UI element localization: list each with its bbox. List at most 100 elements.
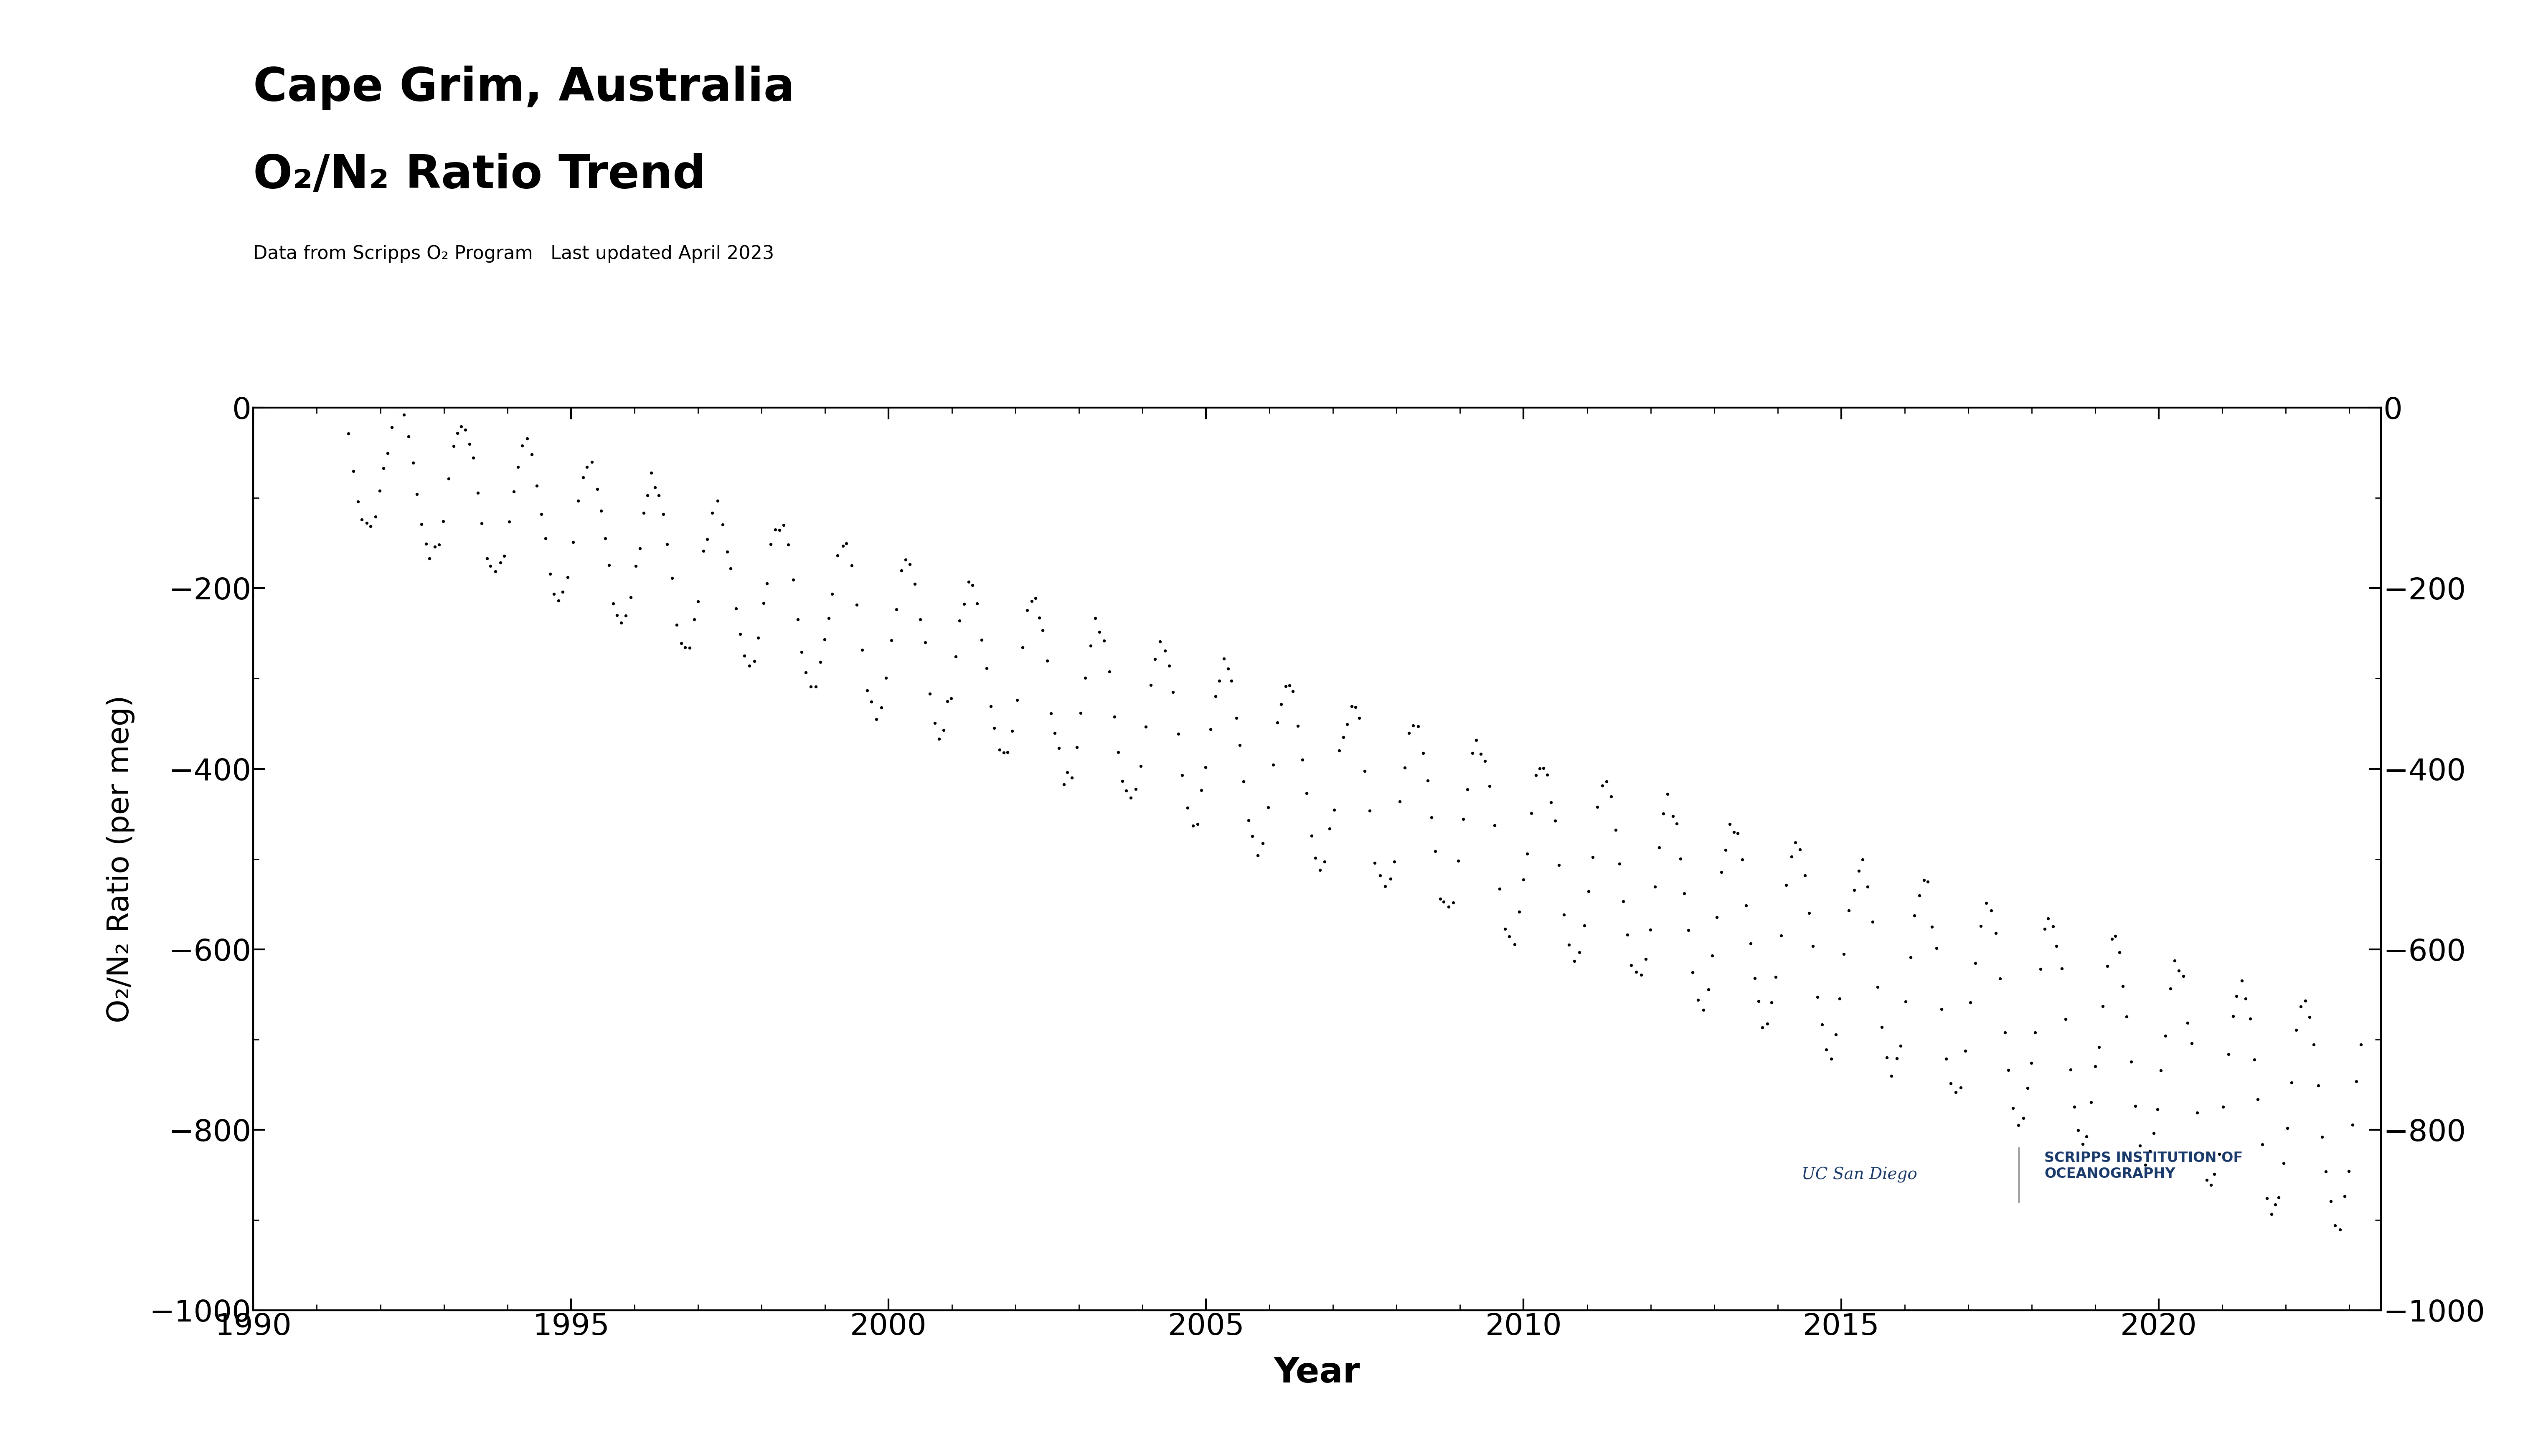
Point: [1824, 942, 1864, 965]
Point: [433, 434, 474, 457]
Point: [360, 479, 400, 502]
Point: [1940, 1076, 1981, 1099]
Point: [927, 690, 968, 713]
Point: [372, 415, 413, 438]
Point: [1140, 630, 1180, 654]
Point: [2151, 977, 2191, 1000]
Point: [2310, 1190, 2351, 1213]
Point: [1282, 748, 1322, 772]
Point: [1411, 805, 1451, 828]
Point: [1079, 620, 1120, 644]
Point: [471, 555, 512, 578]
Point: [919, 728, 960, 751]
Point: [2325, 1185, 2366, 1208]
Point: [616, 555, 656, 578]
Point: [1981, 967, 2021, 990]
Point: [605, 604, 646, 628]
Point: [841, 638, 881, 661]
Point: [1999, 1114, 2039, 1137]
Point: [415, 536, 456, 559]
Point: [2153, 949, 2194, 973]
Point: [643, 502, 684, 526]
Point: [790, 676, 831, 699]
Point: [2272, 1070, 2313, 1093]
Point: [2259, 1187, 2300, 1210]
Point: [540, 590, 580, 613]
Point: [398, 482, 438, 505]
Point: [1178, 812, 1218, 836]
Point: [2133, 1121, 2173, 1144]
Point: [1867, 1045, 1907, 1069]
Point: [935, 645, 975, 668]
Point: [1515, 764, 1555, 788]
Text: O₂/N₂ Ratio Trend: O₂/N₂ Ratio Trend: [253, 153, 707, 198]
Point: [578, 478, 618, 501]
Point: [623, 501, 664, 524]
Point: [1163, 764, 1203, 788]
Point: [2062, 1133, 2102, 1156]
Point: [1061, 702, 1102, 725]
Point: [1806, 1038, 1847, 1061]
Point: [600, 612, 641, 635]
Point: [1074, 606, 1115, 629]
Point: [2080, 1035, 2120, 1059]
Point: [697, 489, 737, 513]
Point: [2031, 914, 2072, 938]
Point: [529, 562, 570, 585]
Point: [889, 552, 930, 575]
Point: [1424, 890, 1464, 913]
Point: [1469, 775, 1510, 798]
Point: [1912, 916, 1953, 939]
Point: [1834, 878, 1874, 901]
Y-axis label: O₂/N₂ Ratio (per meg): O₂/N₂ Ratio (per meg): [106, 695, 134, 1024]
Point: [1847, 875, 1887, 898]
Point: [1923, 997, 1963, 1021]
Point: [484, 545, 524, 568]
Point: [522, 502, 562, 526]
Point: [1158, 722, 1198, 745]
Point: [350, 514, 390, 537]
Point: [1239, 844, 1279, 868]
Point: [2011, 1051, 2052, 1075]
Point: [1446, 778, 1487, 801]
Point: [367, 441, 408, 464]
Point: [940, 609, 980, 632]
Point: [2115, 1095, 2156, 1118]
Point: [1365, 875, 1406, 898]
Point: [651, 566, 692, 590]
Point: [2186, 1168, 2227, 1191]
Point: [719, 622, 760, 645]
Point: [1071, 635, 1112, 658]
Point: [1439, 849, 1479, 872]
Point: [1626, 948, 1667, 971]
Point: [1527, 763, 1568, 786]
Point: [750, 533, 790, 556]
Point: [1109, 786, 1150, 810]
Point: [400, 513, 441, 536]
Point: [2209, 1042, 2249, 1066]
Point: [805, 628, 846, 651]
Text: SCRIPPS INSTITUTION OF
OCEANOGRAPHY: SCRIPPS INSTITUTION OF OCEANOGRAPHY: [2044, 1152, 2242, 1181]
Point: [1269, 674, 1310, 697]
Point: [1971, 898, 2011, 922]
Point: [382, 403, 423, 427]
Point: [998, 689, 1039, 712]
Point: [481, 550, 522, 574]
Point: [1687, 977, 1728, 1000]
Point: [1743, 1016, 1783, 1040]
Point: [1421, 887, 1462, 910]
Point: [355, 505, 395, 529]
Point: [1097, 741, 1137, 764]
Point: [1223, 770, 1264, 794]
Point: [441, 415, 481, 438]
Point: [686, 527, 727, 550]
Point: [2221, 970, 2262, 993]
Point: [762, 513, 803, 536]
Point: [1484, 917, 1525, 941]
Point: [2163, 964, 2204, 987]
Point: [709, 556, 750, 579]
Point: [1750, 990, 1791, 1013]
Point: [674, 609, 714, 632]
Point: [2227, 987, 2267, 1010]
Point: [2095, 925, 2135, 948]
